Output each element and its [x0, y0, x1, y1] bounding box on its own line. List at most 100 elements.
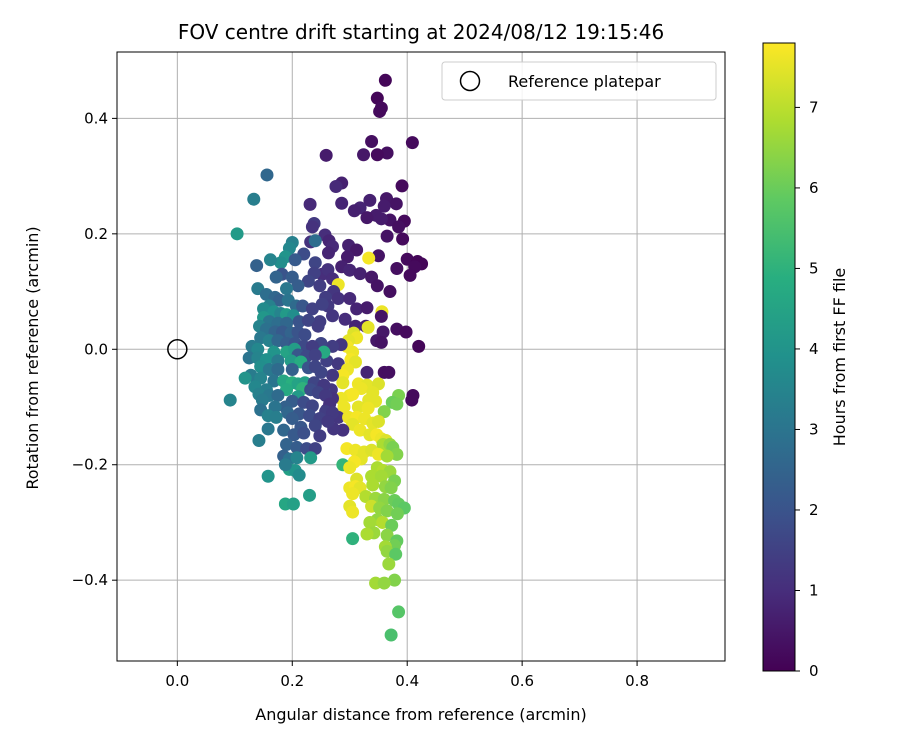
- scatter-point: [380, 449, 394, 463]
- scatter-point: [297, 426, 311, 440]
- scatter-point: [313, 279, 327, 293]
- scatter-point: [371, 249, 385, 263]
- scatter-point: [360, 365, 374, 379]
- scatter-point: [271, 362, 285, 376]
- scatter-point: [250, 259, 264, 273]
- scatter-point: [337, 400, 351, 414]
- y-tick-label: 0.2: [84, 225, 108, 243]
- scatter-point: [326, 368, 340, 382]
- reference-platepar-marker: [167, 339, 188, 360]
- colorbar-tick-label: 7: [809, 98, 819, 116]
- scatter-point: [261, 469, 275, 483]
- scatter-point: [291, 279, 305, 293]
- scatter-point: [395, 179, 409, 193]
- scatter-point: [350, 243, 364, 257]
- chart-title: FOV centre drift starting at 2024/08/12 …: [178, 20, 664, 44]
- y-tick-label: −0.4: [72, 571, 108, 589]
- scatter-point: [390, 507, 404, 521]
- scatter-point: [263, 253, 277, 267]
- scatter-point: [238, 371, 252, 385]
- x-tick-label: 0.8: [625, 672, 649, 690]
- scatter-point: [247, 192, 261, 206]
- scatter-point: [363, 515, 377, 529]
- colorbar-tick-label: 5: [809, 259, 819, 277]
- scatter-point: [374, 469, 388, 483]
- scatter-point: [303, 488, 317, 502]
- scatter-point: [370, 91, 384, 105]
- scatter-point: [223, 393, 237, 407]
- y-tick-label: 0.0: [84, 340, 108, 358]
- scatter-point: [382, 557, 396, 571]
- scatter-point: [384, 628, 398, 642]
- scatter-point: [268, 400, 282, 414]
- scatter-point: [377, 199, 391, 213]
- axis-ticks: 0.0 0.2 0.4 0.6 0.8 −0.4 −0.2 0.0 0.2 0.4: [72, 109, 649, 690]
- scatter-point: [301, 313, 315, 327]
- scatter-point: [319, 148, 333, 162]
- scatter-point: [374, 309, 388, 323]
- scatter-point: [384, 481, 398, 495]
- x-tick-label: 0.4: [395, 672, 419, 690]
- scatter-point: [359, 489, 373, 503]
- scatter-point: [321, 246, 335, 260]
- scatter-point: [280, 438, 294, 452]
- scatter-point: [360, 527, 374, 541]
- scatter-point: [385, 518, 399, 532]
- scatter-point: [269, 410, 283, 424]
- scatter-point: [305, 220, 319, 234]
- scatter-point: [277, 423, 291, 437]
- scatter-point: [405, 136, 419, 150]
- scatter-point: [390, 261, 404, 275]
- scatter-point: [346, 532, 360, 546]
- scatter-point: [278, 458, 292, 472]
- scatter-point: [304, 451, 318, 465]
- scatter-point: [340, 250, 354, 264]
- scatter-point: [357, 148, 371, 162]
- colorbar-label: Hours from first FF file: [830, 268, 849, 447]
- plot-frame: [116, 51, 726, 662]
- scatter-point: [383, 285, 397, 299]
- scatter-point: [380, 504, 394, 518]
- scatter-point: [296, 299, 310, 313]
- scatter-point: [382, 365, 396, 379]
- scatter-point: [280, 282, 294, 296]
- scatter-point: [374, 212, 388, 226]
- scatter-point: [305, 399, 319, 413]
- scatter-point: [412, 339, 426, 353]
- scatter-point: [351, 400, 365, 414]
- scatter-point: [343, 291, 357, 305]
- scatter-point: [389, 547, 403, 561]
- scatter-point: [343, 263, 357, 277]
- scatter-point: [392, 605, 406, 619]
- scatter-point: [338, 312, 352, 326]
- scatter-point: [261, 422, 275, 436]
- scatter-point: [315, 297, 329, 311]
- scatter-point: [363, 193, 377, 207]
- scatter-point: [285, 362, 299, 376]
- scatter-point: [329, 179, 343, 193]
- scatter-point: [274, 256, 288, 270]
- scatter-point: [288, 253, 302, 267]
- colorbar: [762, 42, 796, 672]
- y-tick-label: −0.2: [72, 456, 108, 474]
- scatter-point: [286, 497, 300, 511]
- colorbar-ticks: 0 1 2 3 4 5 6 7: [795, 98, 819, 680]
- legend: Reference platepar: [441, 61, 717, 101]
- scatter-point: [267, 374, 281, 388]
- scatter-point: [290, 451, 304, 465]
- scatter-point: [353, 423, 367, 437]
- scatter-point: [303, 197, 317, 211]
- scatter-point: [371, 414, 385, 428]
- scatter-point: [343, 461, 357, 475]
- scatter-point: [308, 360, 322, 374]
- scatter-point: [308, 348, 322, 362]
- reference-marker-layer: [167, 339, 188, 360]
- scatter-point: [321, 414, 335, 428]
- scatter-point: [301, 274, 315, 288]
- x-tick-label: 0.0: [165, 672, 189, 690]
- scatter-point: [380, 146, 394, 160]
- scatter-point: [269, 270, 283, 284]
- scatter-point: [366, 478, 380, 492]
